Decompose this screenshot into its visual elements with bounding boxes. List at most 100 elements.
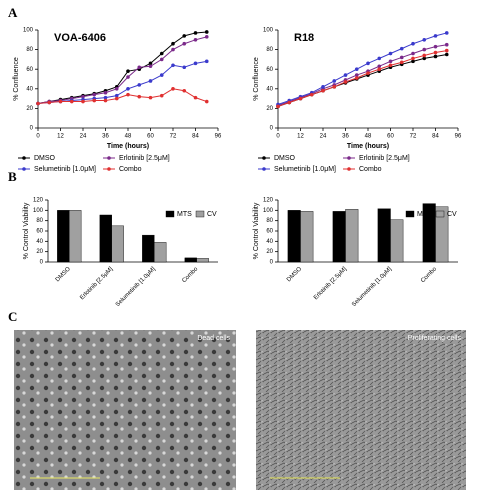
x-tick-label: 48: [125, 134, 132, 140]
x-tick-label: 60: [147, 134, 154, 140]
legend-label: CV: [447, 211, 457, 218]
point: [171, 41, 175, 46]
point: [422, 53, 427, 58]
point: [193, 95, 198, 100]
bar: [69, 210, 82, 263]
point: [377, 64, 382, 69]
point: [444, 52, 449, 57]
point: [159, 57, 164, 62]
legend-label: MTS: [417, 211, 432, 218]
point: [193, 38, 198, 42]
point: [36, 101, 40, 106]
series-line: [277, 50, 447, 107]
point: [433, 44, 438, 49]
bar: [332, 211, 346, 263]
legend-label: Selumetinib [1.0μM]: [34, 166, 96, 173]
point: [171, 63, 175, 68]
point: [309, 92, 314, 97]
x-tick-label: 84: [432, 134, 439, 140]
legend-swatch: [165, 210, 175, 218]
legend-label: Erlotinib [2.5μM]: [119, 155, 170, 162]
point: [126, 69, 130, 73]
point: [103, 90, 108, 95]
chart-title: VOA-6406: [54, 32, 106, 44]
legend-swatch: [405, 210, 415, 218]
point: [159, 93, 164, 98]
y-tick-label: 40: [266, 86, 273, 92]
point: [58, 99, 63, 104]
x-tick-label: Combo: [420, 266, 438, 284]
point: [276, 104, 280, 109]
y-axis-label: % Confluence: [253, 57, 260, 101]
panel-label: A: [8, 5, 18, 20]
point: [388, 63, 393, 68]
legend-marker: [347, 156, 351, 160]
point: [148, 79, 153, 83]
y-tick-label: 20: [26, 106, 33, 112]
point: [148, 95, 153, 100]
bar: [57, 210, 70, 263]
point: [182, 41, 187, 46]
y-tick-label: 100: [263, 28, 274, 34]
y-tick-label: 120: [33, 198, 44, 204]
point: [182, 34, 187, 38]
series-line: [37, 88, 207, 104]
point: [366, 71, 370, 75]
legend-marker: [262, 156, 266, 160]
y-tick-label: 100: [33, 208, 44, 214]
legend-label: DMSO: [34, 155, 56, 162]
point: [126, 92, 130, 97]
y-tick-label: 60: [36, 229, 43, 235]
point: [126, 87, 130, 91]
point: [204, 30, 209, 34]
point: [114, 93, 119, 98]
legend-label: Combo: [359, 166, 382, 173]
point: [388, 59, 393, 64]
point: [103, 98, 108, 103]
y-tick-label: 80: [36, 218, 43, 224]
point: [343, 80, 348, 84]
x-tick-label: Selumetinib [1.0μM]: [351, 266, 393, 308]
y-tick-label: 80: [26, 47, 33, 53]
point: [354, 73, 359, 77]
y-tick-label: 40: [36, 239, 43, 245]
bar: [99, 214, 112, 263]
point: [321, 88, 325, 93]
point: [388, 51, 393, 56]
micrograph: [14, 330, 236, 490]
x-tick-label: Erlotinib [2.5μM]: [79, 266, 114, 301]
series-line: [37, 36, 207, 104]
point: [399, 46, 404, 51]
x-tick-label: DMSO: [286, 266, 303, 283]
y-tick-label: 120: [263, 198, 274, 204]
legend-label: Erlotinib [2.5μM]: [359, 155, 410, 162]
x-tick-label: 48: [365, 134, 372, 140]
x-tick-label: 36: [342, 134, 349, 140]
point: [171, 47, 175, 52]
point: [444, 42, 449, 47]
legend-marker: [107, 167, 111, 171]
bar: [300, 211, 314, 263]
y-tick-label: 20: [36, 249, 43, 255]
point: [332, 85, 337, 89]
point: [298, 96, 303, 101]
bar: [196, 258, 209, 263]
legend-marker: [107, 156, 111, 160]
bar: [287, 210, 301, 263]
point: [69, 99, 74, 104]
legend-label: MTS: [177, 211, 192, 218]
y-tick-label: 40: [266, 239, 273, 245]
series-line: [277, 32, 447, 105]
x-tick-label: 72: [410, 134, 417, 140]
point: [204, 59, 209, 64]
point: [411, 41, 415, 46]
point: [171, 87, 175, 91]
point: [332, 79, 337, 83]
point: [411, 56, 415, 61]
point: [159, 73, 164, 77]
point: [47, 100, 52, 105]
bar: [377, 208, 391, 263]
point: [137, 65, 142, 70]
x-tick-label: 36: [102, 134, 109, 140]
